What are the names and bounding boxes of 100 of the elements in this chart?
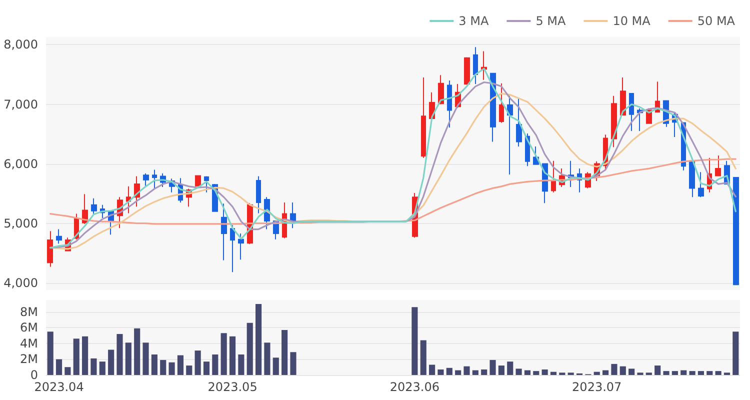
x-tick-label: 2023.07 — [572, 380, 622, 394]
legend-label: 3 MA — [458, 14, 490, 28]
candlestick — [447, 80, 452, 128]
candlestick — [91, 198, 97, 214]
bar — [507, 362, 514, 375]
legend-label: 5 MA — [536, 14, 566, 28]
bar — [680, 370, 687, 375]
bar — [446, 368, 452, 375]
bar — [125, 342, 132, 375]
bar — [654, 366, 661, 375]
y-tick-label: 8M — [20, 304, 38, 319]
bar — [290, 352, 296, 375]
bar — [177, 355, 184, 375]
bar — [256, 304, 262, 375]
bar — [455, 370, 462, 375]
candlestick — [507, 95, 513, 176]
candlestick — [238, 232, 244, 260]
candlestick — [499, 82, 504, 124]
y-tick-label: 0 — [30, 368, 38, 382]
bar — [264, 342, 270, 375]
bar — [490, 360, 496, 375]
candlestick — [611, 95, 617, 148]
candlestick — [481, 50, 487, 80]
bar — [672, 371, 678, 375]
candlestick — [152, 169, 157, 190]
candlestick — [230, 224, 235, 273]
bar — [168, 362, 175, 375]
bar — [602, 370, 609, 375]
bar — [238, 354, 244, 375]
bar — [412, 307, 418, 375]
bar — [64, 367, 71, 375]
bar — [186, 366, 192, 375]
bar — [272, 358, 279, 375]
bar — [464, 366, 470, 375]
candlestick — [629, 93, 634, 132]
bar — [628, 368, 635, 375]
candlestick — [143, 172, 149, 188]
y-tick-label: 4M — [20, 336, 38, 350]
bar — [689, 371, 696, 375]
bar — [429, 364, 436, 375]
bar — [116, 334, 123, 375]
bar — [282, 330, 288, 375]
bar — [550, 372, 557, 375]
candlestick — [620, 76, 626, 116]
candlestick — [221, 203, 227, 261]
y-tick-label: 6M — [20, 320, 38, 335]
bar — [99, 362, 106, 375]
bar — [698, 371, 704, 375]
bar — [481, 369, 488, 375]
candlestick — [47, 230, 53, 268]
bar — [90, 358, 97, 375]
candlestick — [56, 228, 62, 244]
candlestick — [551, 160, 556, 193]
bar — [212, 354, 218, 375]
y-tick-label: 8,000 — [4, 38, 38, 52]
bar — [82, 336, 88, 375]
bar — [611, 364, 618, 375]
bar — [516, 368, 522, 375]
x-tick-label: 2023.06 — [390, 380, 440, 394]
bar — [194, 350, 201, 375]
candlestick — [715, 154, 721, 176]
bar — [229, 336, 236, 375]
bar — [142, 342, 149, 375]
bar — [542, 369, 548, 375]
bar — [663, 371, 670, 375]
candlestick — [689, 160, 695, 198]
bar — [620, 366, 626, 375]
bar — [220, 333, 227, 375]
x-tick-label: 2023.04 — [34, 380, 84, 394]
bar — [472, 370, 478, 375]
bar — [56, 359, 62, 375]
candlestick — [195, 175, 201, 186]
y-tick-label: 5,000 — [4, 216, 38, 230]
bar — [246, 322, 253, 375]
y-tick-label: 4,000 — [4, 276, 38, 290]
bar — [732, 332, 739, 375]
candlestick — [438, 74, 444, 105]
bar — [160, 360, 166, 375]
candlestick — [733, 176, 739, 286]
candlestick — [516, 97, 522, 148]
y-tick-label: 2M — [20, 352, 38, 366]
bar — [533, 371, 540, 375]
bar — [420, 340, 426, 375]
candlestick — [126, 186, 131, 214]
candlestick — [698, 172, 704, 198]
bar — [594, 372, 600, 375]
legend-label: 50 MA — [697, 14, 736, 28]
y-tick-label: 6,000 — [4, 156, 38, 171]
candlestick — [464, 56, 470, 86]
candlestick — [421, 76, 426, 158]
y-tick-label: 7,000 — [4, 97, 38, 112]
bar — [715, 371, 722, 375]
candlestick — [473, 46, 478, 85]
bar — [498, 366, 504, 375]
bar — [47, 332, 54, 375]
bar — [73, 338, 80, 375]
bar — [134, 328, 140, 375]
legend-label: 10 MA — [612, 14, 652, 28]
candlestick — [204, 176, 209, 193]
bar — [438, 369, 444, 375]
